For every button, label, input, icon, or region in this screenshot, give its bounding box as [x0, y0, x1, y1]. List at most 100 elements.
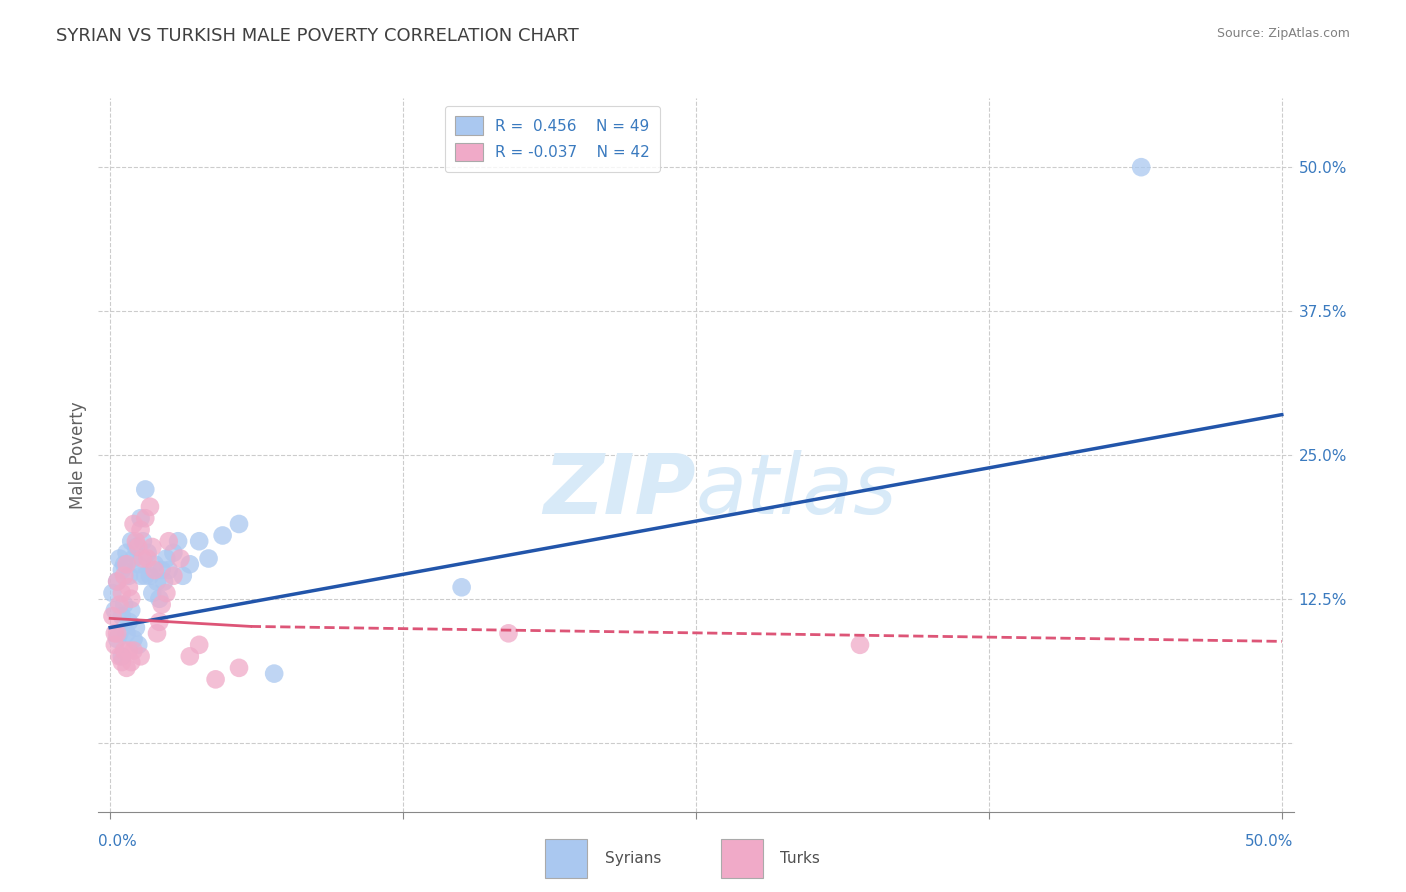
Point: [115, 661, 138, 675]
Point: [228, 661, 250, 675]
Point: [129, 523, 152, 537]
Point: [143, 558, 166, 572]
Point: [849, 638, 872, 652]
Point: [112, 598, 135, 612]
Point: [167, 534, 190, 549]
Point: [146, 574, 169, 589]
Text: SYRIAN VS TURKISH MALE POVERTY CORRELATION CHART: SYRIAN VS TURKISH MALE POVERTY CORRELATI…: [56, 27, 579, 45]
Point: [125, 534, 148, 549]
Point: [136, 551, 159, 566]
Point: [134, 511, 156, 525]
Point: [134, 568, 156, 582]
Point: [127, 558, 149, 572]
Point: [112, 558, 135, 572]
Point: [162, 546, 184, 560]
Point: [450, 580, 472, 594]
Point: [132, 551, 155, 566]
Point: [125, 540, 148, 554]
Point: [111, 609, 134, 624]
Point: [150, 563, 173, 577]
Point: [153, 574, 176, 589]
Point: [157, 534, 180, 549]
Point: [141, 540, 163, 554]
Point: [134, 483, 156, 497]
Point: [104, 603, 127, 617]
Y-axis label: Male Poverty: Male Poverty: [69, 401, 87, 508]
Point: [105, 574, 128, 589]
Point: [104, 638, 127, 652]
Point: [139, 500, 162, 514]
Point: [141, 586, 163, 600]
Point: [118, 615, 141, 629]
Point: [122, 551, 145, 566]
Text: 0.0%: 0.0%: [98, 834, 138, 849]
Point: [204, 673, 226, 687]
Point: [179, 558, 201, 572]
Point: [197, 551, 219, 566]
Point: [101, 586, 124, 600]
Text: Turks: Turks: [780, 851, 820, 866]
Point: [122, 643, 145, 657]
Text: 50.0%: 50.0%: [1246, 834, 1294, 849]
Point: [139, 568, 162, 582]
Point: [155, 586, 177, 600]
Text: Syrians: Syrians: [605, 851, 661, 866]
Point: [211, 528, 233, 542]
Point: [108, 649, 131, 664]
Point: [122, 632, 145, 646]
Point: [120, 591, 142, 606]
Point: [111, 586, 134, 600]
Point: [169, 551, 191, 566]
Point: [112, 568, 135, 582]
Point: [111, 655, 134, 669]
Point: [129, 511, 152, 525]
Point: [157, 563, 180, 577]
Point: [105, 626, 128, 640]
Point: [498, 626, 520, 640]
Point: [115, 626, 138, 640]
Point: [115, 558, 138, 572]
Point: [143, 563, 166, 577]
Point: [148, 615, 170, 629]
Point: [104, 626, 127, 640]
Text: atlas: atlas: [696, 450, 897, 531]
Point: [179, 649, 201, 664]
Point: [120, 534, 142, 549]
Point: [136, 546, 159, 560]
Point: [188, 638, 211, 652]
Point: [120, 655, 142, 669]
Point: [188, 534, 211, 549]
Point: [146, 626, 169, 640]
Text: ZIP: ZIP: [543, 450, 696, 531]
Point: [155, 551, 177, 566]
Point: [132, 534, 155, 549]
Point: [120, 603, 142, 617]
Point: [111, 649, 134, 664]
Point: [162, 568, 184, 582]
Point: [129, 649, 152, 664]
Point: [172, 568, 194, 582]
Point: [1130, 160, 1153, 174]
Point: [108, 598, 131, 612]
Point: [111, 563, 134, 577]
Point: [105, 632, 128, 646]
Point: [129, 568, 152, 582]
Point: [118, 643, 141, 657]
Point: [108, 551, 131, 566]
Point: [125, 621, 148, 635]
Point: [115, 546, 138, 560]
Point: [122, 516, 145, 531]
Legend: R =  0.456    N = 49, R = -0.037    N = 42: R = 0.456 N = 49, R = -0.037 N = 42: [444, 106, 661, 172]
Point: [228, 516, 250, 531]
Point: [150, 598, 173, 612]
Point: [101, 609, 124, 624]
Point: [118, 580, 141, 594]
Point: [263, 666, 285, 681]
Point: [112, 643, 135, 657]
FancyBboxPatch shape: [721, 838, 762, 878]
FancyBboxPatch shape: [544, 838, 588, 878]
Text: Source: ZipAtlas.com: Source: ZipAtlas.com: [1216, 27, 1350, 40]
Point: [127, 638, 149, 652]
Point: [148, 591, 170, 606]
Point: [108, 626, 131, 640]
